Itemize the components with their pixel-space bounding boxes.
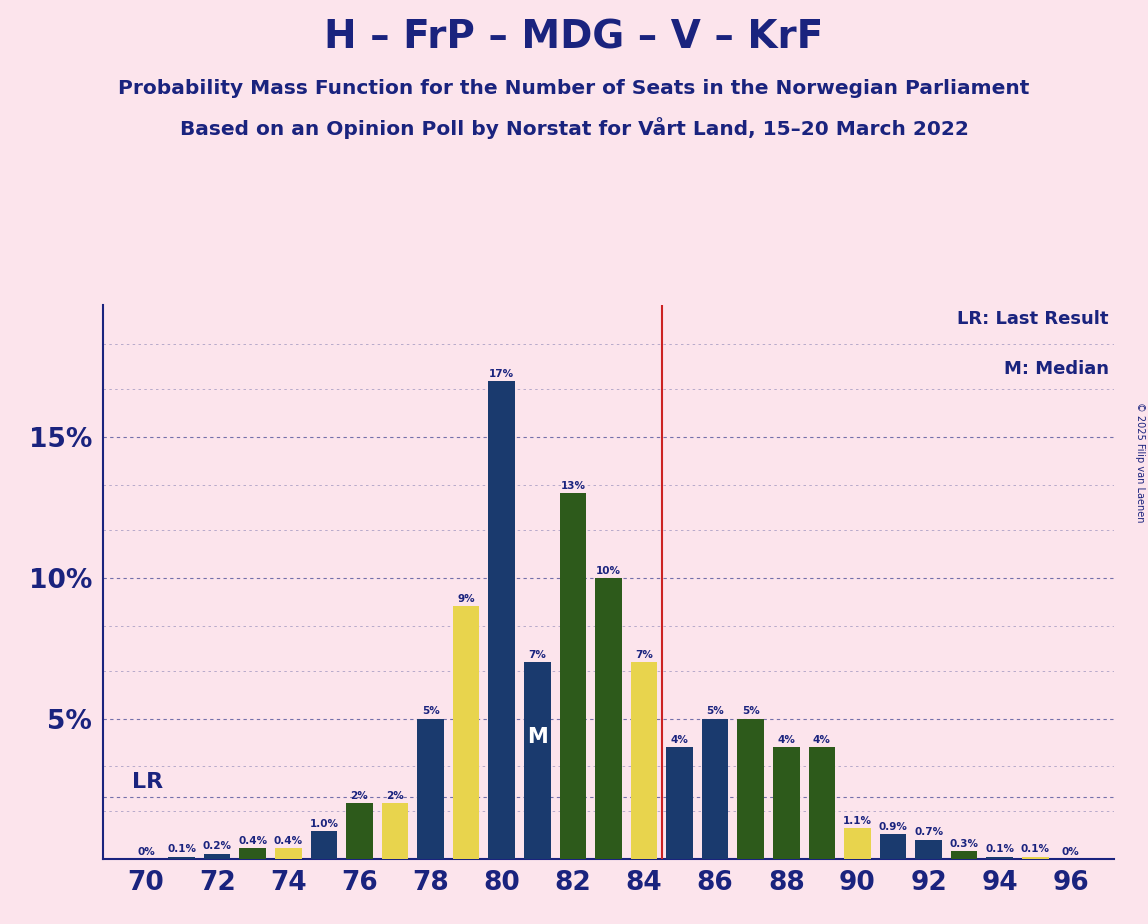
Bar — [240, 848, 266, 859]
Text: M: Median: M: Median — [1003, 360, 1109, 378]
Bar — [452, 606, 480, 859]
Bar — [773, 747, 800, 859]
Bar — [844, 828, 871, 859]
Text: 5%: 5% — [742, 706, 760, 716]
Text: H – FrP – MDG – V – KrF: H – FrP – MDG – V – KrF — [325, 18, 823, 56]
Text: 0%: 0% — [137, 847, 155, 857]
Text: 0.4%: 0.4% — [238, 836, 267, 845]
Text: 17%: 17% — [489, 369, 514, 379]
Text: 7%: 7% — [528, 650, 546, 660]
Bar — [559, 493, 587, 859]
Text: LR: LR — [132, 772, 163, 792]
Text: 5%: 5% — [421, 706, 440, 716]
Text: 4%: 4% — [813, 735, 831, 745]
Bar — [666, 747, 693, 859]
Bar — [808, 747, 836, 859]
Text: 0.7%: 0.7% — [914, 827, 944, 837]
Text: 0%: 0% — [1062, 847, 1080, 857]
Text: 5%: 5% — [706, 706, 724, 716]
Text: 13%: 13% — [560, 481, 585, 492]
Text: © 2025 Filip van Laenen: © 2025 Filip van Laenen — [1135, 402, 1145, 522]
Bar — [488, 381, 515, 859]
Bar — [169, 857, 195, 859]
Text: 1.0%: 1.0% — [309, 819, 339, 829]
Text: 7%: 7% — [635, 650, 653, 660]
Bar — [595, 578, 622, 859]
Text: 1.1%: 1.1% — [843, 816, 872, 826]
Bar — [986, 857, 1013, 859]
Bar — [630, 663, 658, 859]
Text: 2%: 2% — [350, 791, 369, 801]
Text: 0.2%: 0.2% — [203, 842, 232, 851]
Bar — [276, 848, 302, 859]
Bar — [310, 832, 338, 859]
Bar — [204, 854, 231, 859]
Text: LR: Last Result: LR: Last Result — [957, 310, 1109, 328]
Text: 0.9%: 0.9% — [878, 821, 907, 832]
Text: 4%: 4% — [777, 735, 796, 745]
Bar — [701, 719, 729, 859]
Bar — [1022, 857, 1048, 859]
Text: M: M — [527, 727, 548, 747]
Bar — [417, 719, 444, 859]
Bar — [951, 851, 977, 859]
Bar — [381, 803, 409, 859]
Text: Probability Mass Function for the Number of Seats in the Norwegian Parliament: Probability Mass Function for the Number… — [118, 79, 1030, 98]
Text: 0.4%: 0.4% — [273, 836, 303, 845]
Text: 0.3%: 0.3% — [949, 839, 978, 848]
Bar — [879, 834, 907, 859]
Text: 4%: 4% — [670, 735, 689, 745]
Text: 0.1%: 0.1% — [168, 845, 196, 855]
Text: Based on an Opinion Poll by Norstat for Vårt Land, 15–20 March 2022: Based on an Opinion Poll by Norstat for … — [179, 117, 969, 140]
Text: 9%: 9% — [457, 594, 475, 603]
Bar — [915, 840, 941, 859]
Bar — [523, 663, 551, 859]
Text: 0.1%: 0.1% — [1021, 845, 1049, 855]
Text: 2%: 2% — [386, 791, 404, 801]
Text: 0.1%: 0.1% — [985, 845, 1014, 855]
Text: 10%: 10% — [596, 565, 621, 576]
Bar — [346, 803, 373, 859]
Bar — [737, 719, 765, 859]
